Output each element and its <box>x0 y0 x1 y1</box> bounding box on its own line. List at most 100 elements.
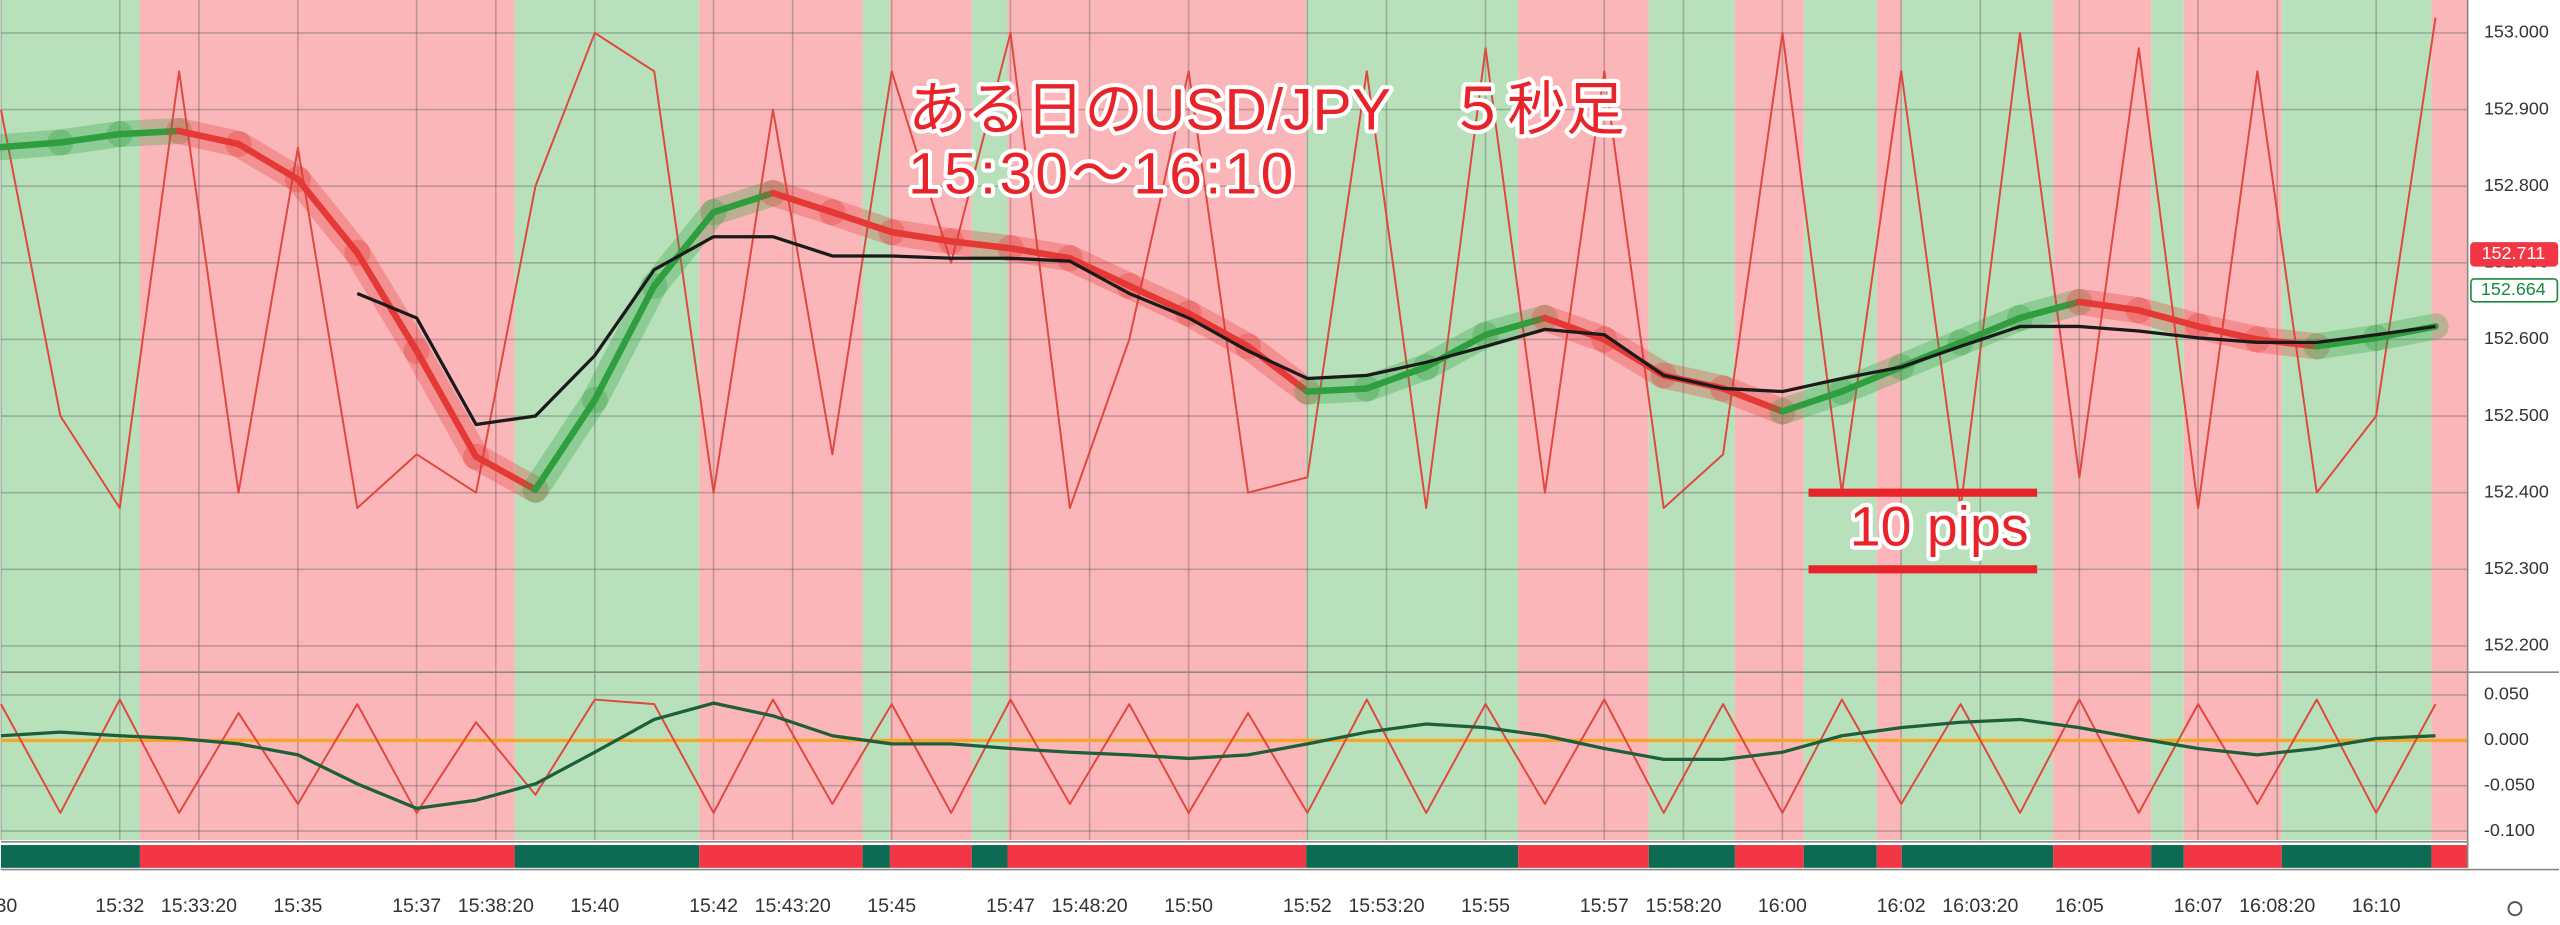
x-tick-label: 16:05 <box>2055 895 2104 917</box>
x-tick-label: 16:02 <box>1877 895 1926 917</box>
signal-strip <box>1734 845 1804 868</box>
signal-strip <box>0 845 140 868</box>
trend-line <box>57 130 124 146</box>
x-tick-label: 16:07 <box>2174 895 2223 917</box>
trend-line <box>1719 385 1786 415</box>
x-tick-label: 15:37 <box>392 895 441 917</box>
trend-line <box>472 453 539 493</box>
trend-band <box>1876 0 1902 841</box>
trend-line <box>116 127 183 138</box>
y2-tick-label: -0.050 <box>2484 774 2535 794</box>
trend-line <box>2016 298 2083 322</box>
signal-strip <box>1901 845 2054 868</box>
time-axis-panel <box>0 867 2560 925</box>
trend-line <box>532 396 599 493</box>
trend-line <box>829 208 895 236</box>
y-tick-label: 152.300 <box>2484 558 2549 578</box>
trend-line <box>1363 363 1430 392</box>
price-label-box <box>2470 242 2559 267</box>
trend-line <box>650 208 717 290</box>
trend-line <box>1066 254 1133 290</box>
signal-strip <box>862 845 890 868</box>
signal-strip <box>2183 845 2282 868</box>
trend-line <box>1125 282 1192 317</box>
x-tick-label: 15:57 <box>1580 895 1629 917</box>
signal-strip <box>2053 845 2152 868</box>
x-tick-label: 15:58:20 <box>1645 895 1721 917</box>
trend-band <box>1518 0 1649 841</box>
x-tick-label: 16:08:20 <box>2239 895 2315 917</box>
signal-strip <box>1648 845 1735 868</box>
trend-line <box>1541 314 1608 343</box>
trend-band <box>1306 0 1519 841</box>
pips-label: 10 pips <box>1850 496 2029 558</box>
y-tick-label: 152.400 <box>2484 481 2549 501</box>
signal-strip <box>139 845 515 868</box>
y2-tick-label: 0.000 <box>2484 729 2529 749</box>
annotations: ある日のUSD/JPY ５秒足 15:30〜16:10 10 pips <box>904 74 2038 574</box>
chart-title: ある日のUSD/JPY ５秒足 <box>908 78 1625 143</box>
signal-strip <box>971 845 1008 868</box>
x-tick-label: 15:50 <box>1164 895 1213 917</box>
trend-line <box>769 189 836 216</box>
signal-strip <box>2431 845 2468 868</box>
trend-line <box>1957 314 2024 346</box>
settings-icon[interactable] <box>2507 901 2523 917</box>
trend-line <box>354 249 420 355</box>
trend-line <box>2194 323 2261 343</box>
trend-band <box>2151 0 2184 841</box>
x-tick-label: 15:47 <box>986 895 1035 917</box>
chart-subtitle: 15:30〜16:10 <box>908 141 1297 206</box>
trend-band <box>2053 0 2152 841</box>
signal-strip <box>514 845 700 868</box>
trend-line <box>1304 385 1371 395</box>
axis-panel <box>2467 0 2560 925</box>
y-tick-label: 152.600 <box>2484 328 2549 348</box>
signal-strip <box>1007 845 1307 868</box>
oscillator-line <box>0 698 2437 814</box>
x-tick-label: 15:53:20 <box>1348 895 1424 917</box>
oscillator-line <box>0 701 2436 810</box>
trend-band <box>1901 0 2054 841</box>
trend-line <box>1838 363 1905 395</box>
signal-strip <box>1803 845 1877 868</box>
trend-line <box>2135 307 2202 330</box>
x-tick-label: 15:35 <box>273 895 322 917</box>
signal-strip <box>2281 845 2432 868</box>
x-tick-label: 16:03:20 <box>1942 895 2018 917</box>
trend-band <box>699 0 863 841</box>
marks <box>0 17 2468 814</box>
x-tick-label: 15:33:20 <box>161 895 237 917</box>
x-tick-label: 15:32 <box>95 895 144 917</box>
x-tick-label: 30 <box>0 895 17 917</box>
y-tick-label: 153.000 <box>2484 22 2549 42</box>
signal-strip <box>1306 845 1519 868</box>
trend-band <box>1734 0 1804 841</box>
x-tick-label: 16:10 <box>2352 895 2401 917</box>
x-tick-label: 15:48:20 <box>1052 895 1128 917</box>
trend-line <box>1185 310 1252 350</box>
x-tick-label: 15:45 <box>867 895 916 917</box>
price-line <box>356 235 2436 427</box>
trend-band <box>2281 0 2432 841</box>
x-tick-label: 15:40 <box>570 895 619 917</box>
trend-line <box>2313 334 2380 350</box>
y-tick-label: 152.900 <box>2484 98 2549 118</box>
x-tick-label: 15:55 <box>1461 895 1510 917</box>
y-tick-label: 152.200 <box>2484 635 2549 655</box>
signal-strip <box>889 845 972 868</box>
trend-line <box>1482 314 1549 339</box>
trend-line <box>947 238 1014 252</box>
trend-line <box>1779 388 1846 415</box>
y-tick-label: 152.800 <box>2484 175 2549 195</box>
signal-strip <box>699 845 863 868</box>
trend-line <box>413 347 480 460</box>
signal-strip <box>1518 845 1649 868</box>
trend-band <box>862 0 890 841</box>
trend-line <box>294 176 361 257</box>
trend-line <box>0 139 64 151</box>
trend-band <box>2183 0 2282 841</box>
